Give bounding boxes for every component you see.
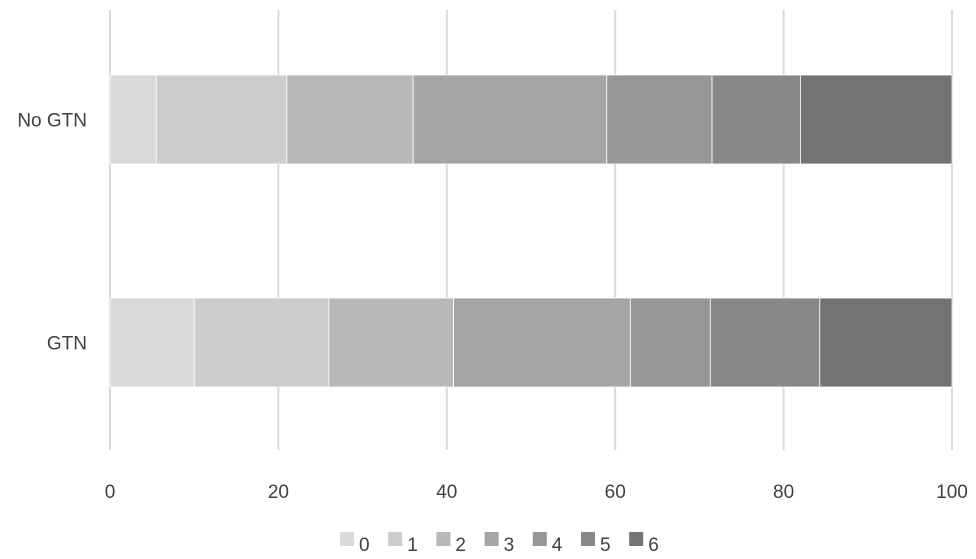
category-label: No GTN xyxy=(17,111,87,132)
bar-segment-6 xyxy=(819,297,953,388)
legend-label-1: 1 xyxy=(407,535,418,556)
bar-segment-2 xyxy=(328,297,454,388)
x-tick-label: 40 xyxy=(436,482,457,503)
legend-swatch-4 xyxy=(532,532,547,546)
bars xyxy=(109,74,953,388)
bar-segment-3 xyxy=(453,297,631,388)
bar-segment-1 xyxy=(155,74,288,165)
legend-label-3: 3 xyxy=(504,535,515,556)
legend-label-5: 5 xyxy=(600,535,611,556)
bar-segment-0 xyxy=(109,74,157,165)
legend-label-0: 0 xyxy=(359,535,370,556)
bar-segment-4 xyxy=(629,297,711,388)
legend-swatch-1 xyxy=(388,532,403,546)
bar-segment-4 xyxy=(606,74,713,165)
legend-label-4: 4 xyxy=(552,535,563,556)
legend-swatch-6 xyxy=(629,532,644,546)
legend-label-2: 2 xyxy=(455,535,466,556)
bar-segment-0 xyxy=(109,297,195,388)
bar-segment-6 xyxy=(800,74,953,165)
bar-segment-5 xyxy=(711,74,801,165)
bar-segment-3 xyxy=(412,74,608,165)
legend-swatch-3 xyxy=(484,532,499,546)
legend: 0 1 2 3 4 5 6 xyxy=(340,532,659,556)
legend-swatch-5 xyxy=(581,532,595,546)
x-tick-label: 20 xyxy=(268,482,289,503)
x-axis-tick-labels: 0 20 40 60 80 100 xyxy=(105,482,968,503)
bar-segment-2 xyxy=(286,74,414,165)
legend-label-6: 6 xyxy=(648,535,659,556)
legend-swatch-0 xyxy=(340,532,354,546)
legend-swatch-2 xyxy=(436,532,451,546)
category-label: GTN xyxy=(47,334,87,355)
bar-segment-1 xyxy=(193,297,330,388)
x-tick-label: 0 xyxy=(105,482,116,503)
x-tick-label: 100 xyxy=(936,482,968,503)
bar-segment-5 xyxy=(709,297,821,388)
x-tick-label: 80 xyxy=(773,482,794,503)
category-labels: No GTN GTN xyxy=(17,111,87,355)
x-tick-label: 60 xyxy=(605,482,626,503)
